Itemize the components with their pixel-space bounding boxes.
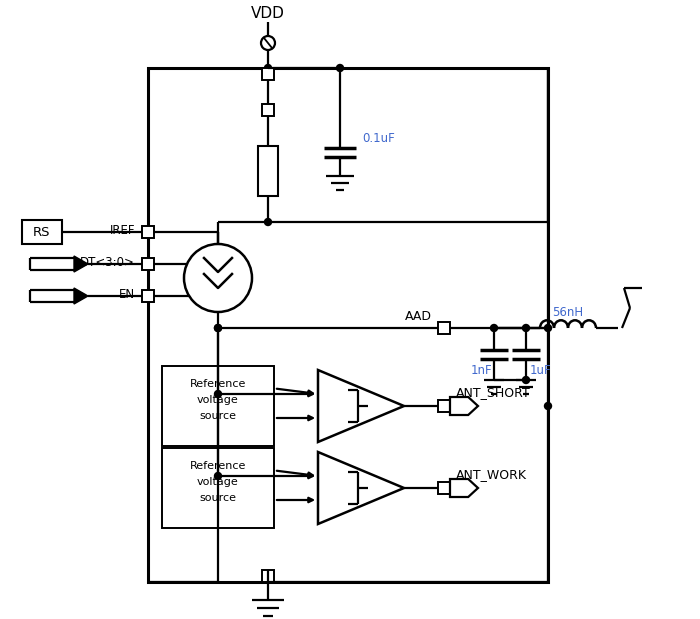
Bar [162,366,274,446]
Polygon shape [74,288,88,304]
Bar [162,448,274,528]
Circle shape [214,261,221,267]
Bar [262,570,274,582]
Text: EN: EN [119,287,135,300]
Bar [22,220,62,244]
Circle shape [522,324,529,332]
Text: 56nH: 56nH [552,306,584,319]
Text: AAD: AAD [405,310,432,322]
Text: 1nF: 1nF [470,363,492,376]
Text: 0.1uF: 0.1uF [362,131,395,144]
Text: VDD: VDD [251,7,285,22]
Circle shape [261,36,275,50]
Circle shape [522,376,529,384]
Circle shape [337,64,344,72]
Text: RS: RS [34,225,50,238]
Polygon shape [74,256,88,272]
Circle shape [545,324,552,332]
Text: voltage: voltage [197,395,239,405]
Text: source: source [199,411,237,421]
Circle shape [545,402,552,410]
Text: source: source [199,493,237,503]
Text: ANT_SHORT: ANT_SHORT [456,386,531,399]
Circle shape [214,391,221,397]
Circle shape [214,324,221,332]
Bar [142,226,154,238]
Circle shape [214,472,221,480]
Circle shape [491,324,498,332]
Circle shape [265,219,272,225]
Bar [438,322,450,334]
Text: Reference: Reference [190,461,246,471]
Bar [438,482,450,494]
Circle shape [214,324,221,332]
Circle shape [214,293,221,300]
Bar [262,104,274,116]
Bar [142,258,154,270]
Text: 1uF: 1uF [530,363,552,376]
Bar [262,68,274,80]
Text: voltage: voltage [197,477,239,487]
Bar [148,68,548,582]
Bar [438,400,450,412]
Circle shape [265,64,272,72]
Text: IREF: IREF [109,223,135,236]
Text: DT<3:0>: DT<3:0> [80,256,135,269]
Circle shape [184,244,252,312]
Text: Reference: Reference [190,379,246,389]
Bar [258,146,278,196]
Bar [142,290,154,302]
Text: ANT_WORK: ANT_WORK [456,469,527,482]
